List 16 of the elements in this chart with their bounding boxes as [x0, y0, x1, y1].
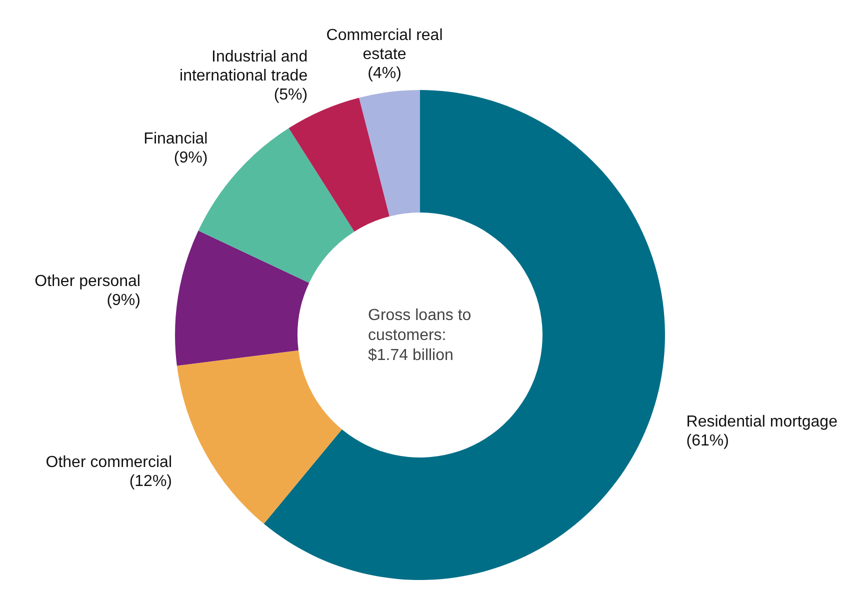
- data-label: (5%): [274, 86, 308, 104]
- slice-label: Commercial real estate: [326, 27, 443, 64]
- donut-slice: [175, 230, 310, 366]
- data-label: (9%): [174, 149, 208, 166]
- donut-slice: [176, 350, 342, 524]
- slice-label: Other commercial: [46, 454, 172, 471]
- slice-label: Industrial and international trade: [180, 48, 308, 84]
- slice-label: Other personal: [34, 273, 140, 290]
- data-label: (12%): [129, 472, 172, 490]
- data-label: (4%): [368, 65, 402, 82]
- slice-label: Residential mortgage: [686, 413, 838, 430]
- text: Gross loans to customers: $1.74 billion: [368, 307, 472, 364]
- data-label: (9%): [106, 292, 140, 310]
- slice-label: Financial: [144, 130, 208, 148]
- donut-slice: [359, 90, 420, 216]
- data-label: (61%): [686, 432, 729, 450]
